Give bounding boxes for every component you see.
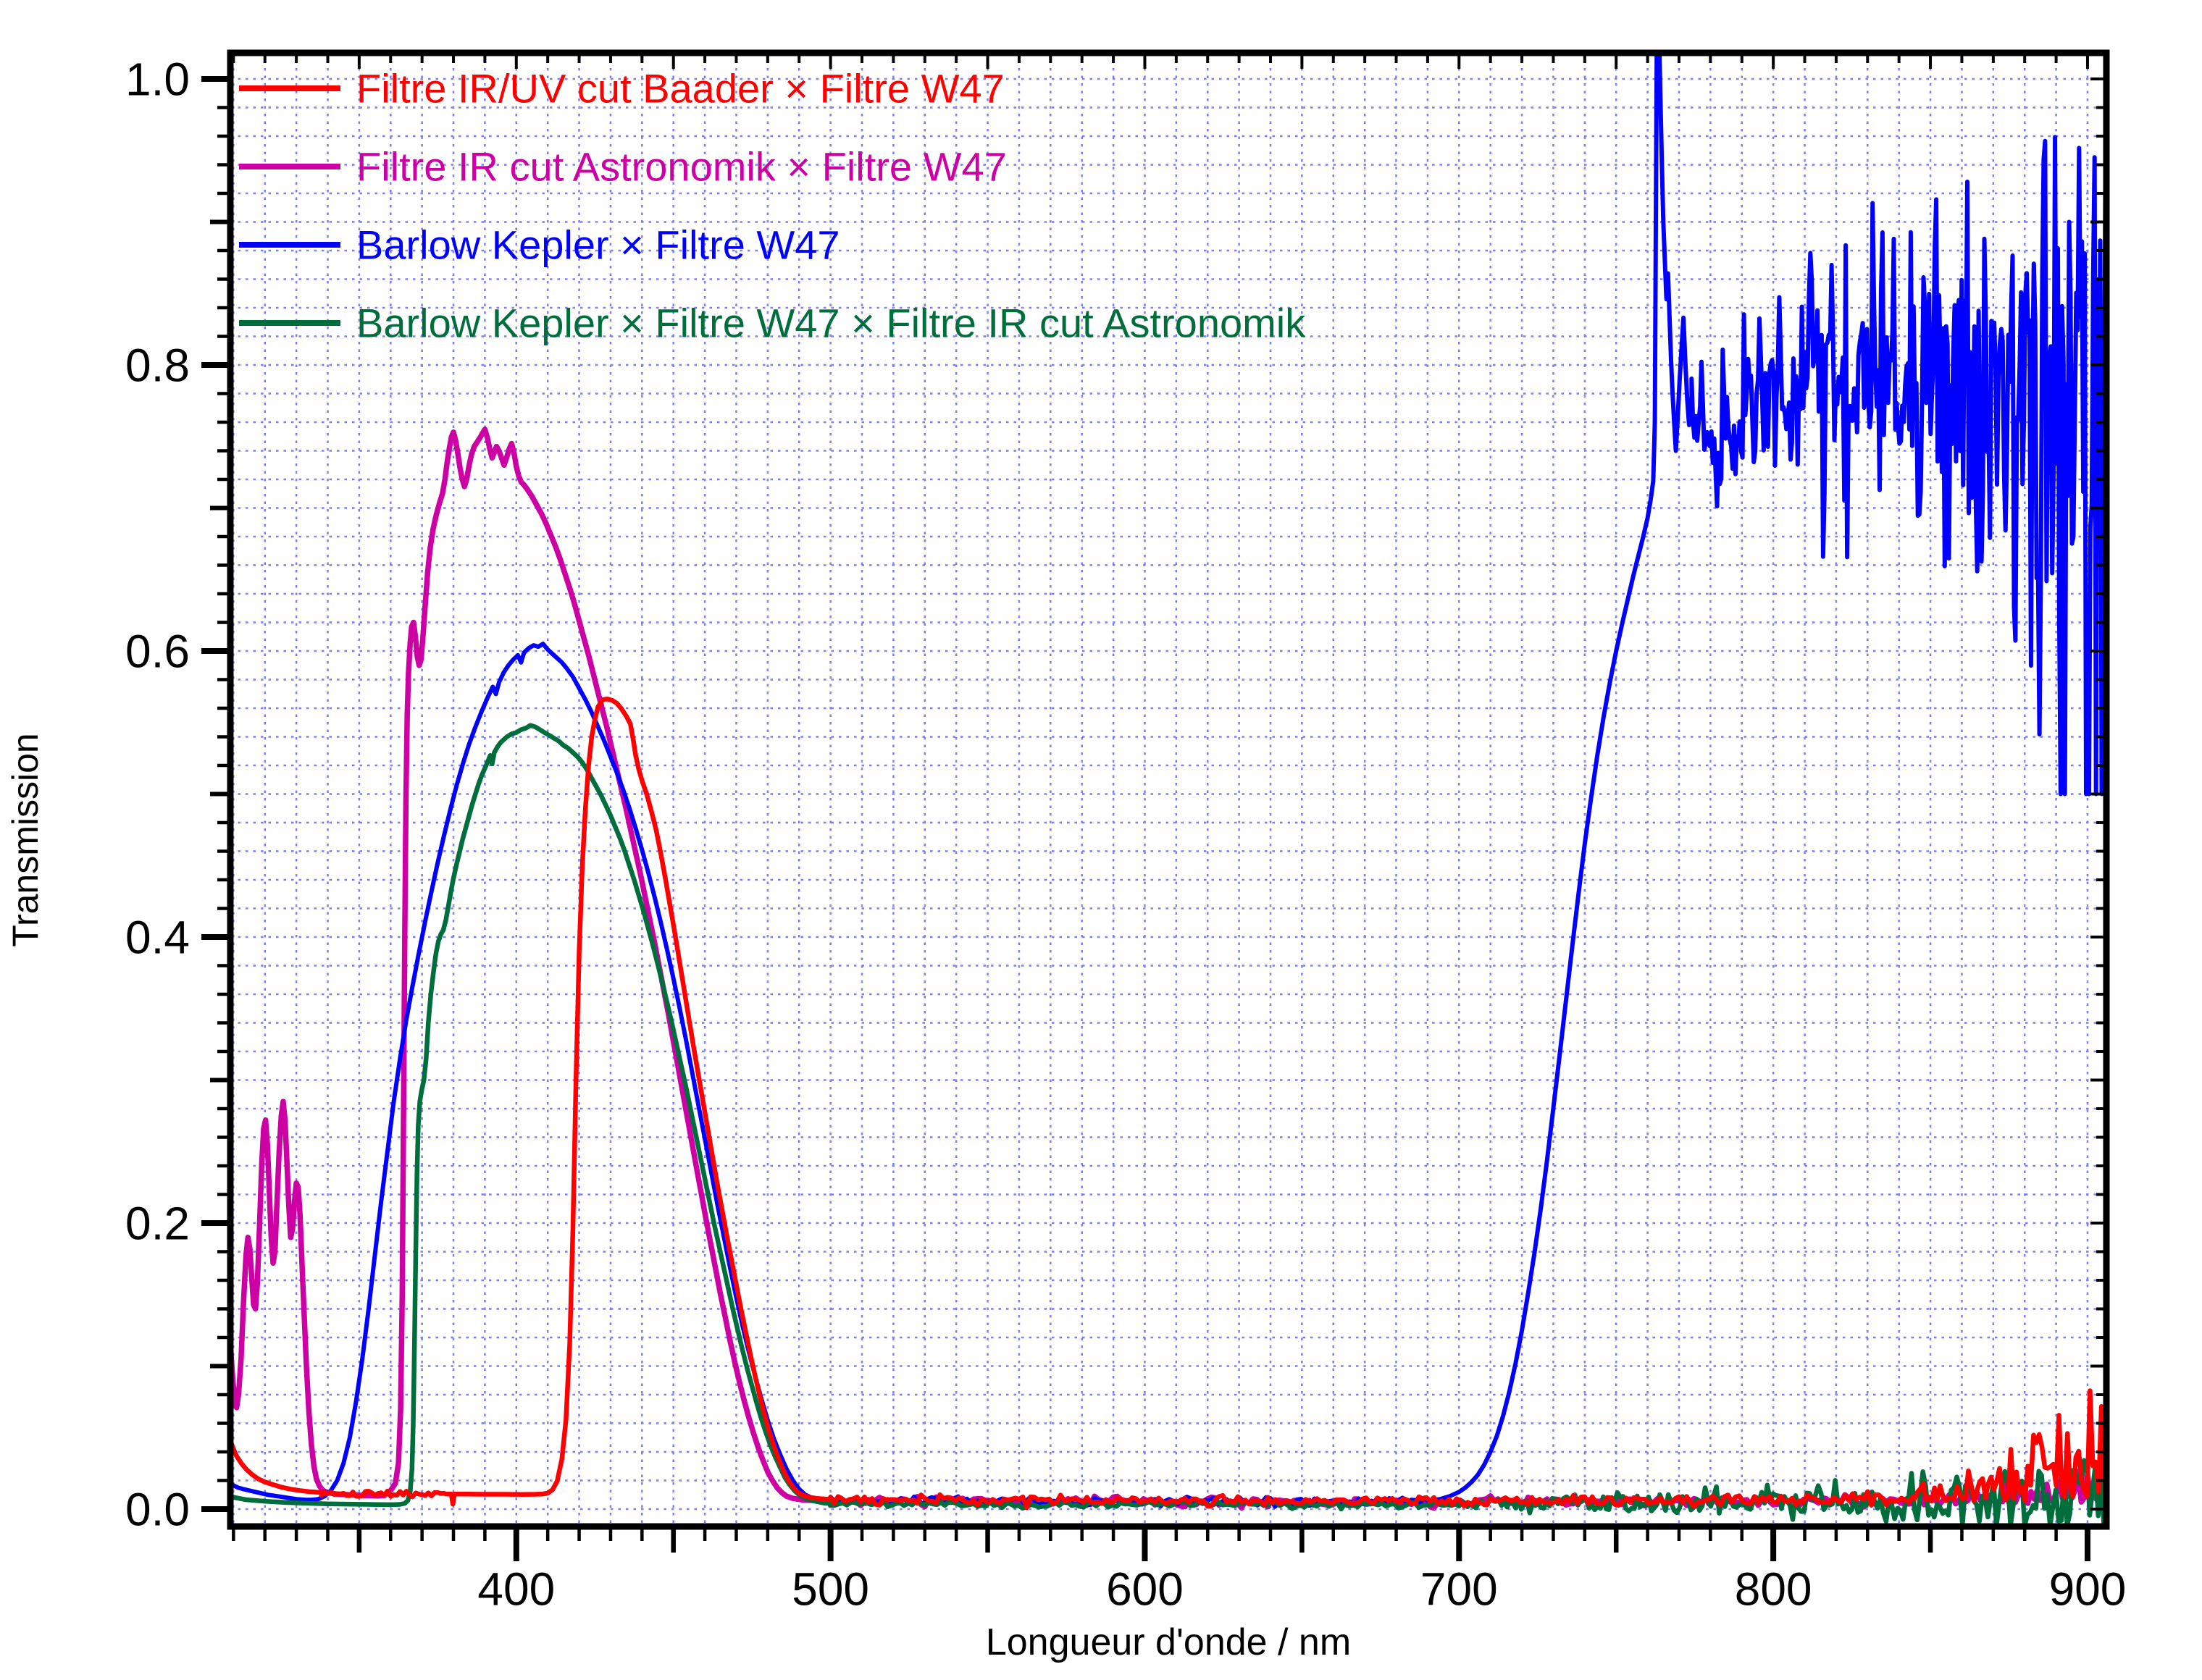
series-line-3 <box>230 723 2106 1526</box>
legend: Filtre IR/UV cut Baader × Filtre W47 Filt… <box>239 66 1306 346</box>
series-line-2 <box>230 54 2106 1509</box>
legend-item: Barlow Kepler × Filtre W47 <box>239 222 840 268</box>
x-tick-label: 800 <box>1735 1563 1812 1615</box>
legend-label: Filtre IR/UV cut Baader × Filtre W47 <box>356 66 1005 112</box>
legend-label: Filtre IR cut Astronomik × Filtre W47 <box>356 144 1007 190</box>
x-tick-label: 500 <box>792 1563 869 1615</box>
legend-item: Filtre IR cut Astronomik × Filtre W47 <box>239 144 1007 190</box>
x-tick-label: 600 <box>1106 1563 1184 1615</box>
series-line-1 <box>230 427 2106 1511</box>
y-tick-label: 0.8 <box>125 339 190 391</box>
legend-label: Barlow Kepler × Filtre W47 × Filtre IR c… <box>356 301 1306 346</box>
legend-item: Filtre IR/UV cut Baader × Filtre W47 <box>239 66 1005 112</box>
grid <box>230 53 2106 1526</box>
series-line-4 <box>230 696 2106 1511</box>
axis-ticks <box>201 53 2106 1561</box>
x-tick-label: 900 <box>2049 1563 2127 1615</box>
y-tick-label: 0.2 <box>125 1197 190 1249</box>
curves <box>230 54 2106 1526</box>
legend-item: Barlow Kepler × Filtre W47 × Filtre IR c… <box>239 301 1306 346</box>
y-tick-label: 1.0 <box>125 53 190 105</box>
x-tick-label: 400 <box>477 1563 555 1615</box>
x-tick-label: 700 <box>1420 1563 1498 1615</box>
tick-labels: 400 500 600 700 800 900 0.0 0.2 0.4 0.6 0.8 1.0 <box>125 53 2126 1615</box>
y-tick-label: 0.6 <box>125 625 190 677</box>
y-tick-label: 0.0 <box>125 1483 190 1535</box>
y-axis-title: Transmission <box>5 733 46 946</box>
plot-frame <box>227 49 2110 1530</box>
axis-titles: Longueur d'onde / nm Transmission <box>5 733 1351 1663</box>
x-axis-title: Longueur d'onde / nm <box>986 1621 1351 1663</box>
legend-label: Barlow Kepler × Filtre W47 <box>356 222 840 268</box>
y-tick-label: 0.4 <box>125 911 190 963</box>
